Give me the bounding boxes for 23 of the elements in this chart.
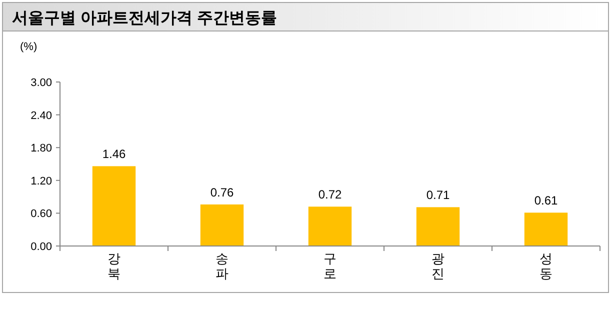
data-label: 1.46 — [102, 147, 126, 162]
x-tick-label: 광진 — [432, 251, 444, 281]
y-tick-label: 3.00 — [30, 77, 52, 89]
y-tick-label: 1.80 — [30, 142, 52, 155]
x-tick-label: 성동 — [540, 251, 552, 281]
y-tick-label: 2.40 — [30, 110, 52, 122]
y-axis-title: (%) — [20, 41, 38, 53]
data-label: 0.72 — [318, 188, 342, 202]
data-label: 0.76 — [210, 185, 234, 200]
x-tick-label: 구로 — [324, 251, 336, 281]
y-tick-label: 1.20 — [30, 175, 52, 188]
x-tick-label: 강북 — [108, 251, 120, 281]
bar — [308, 206, 352, 246]
bar — [92, 166, 136, 246]
data-label: 0.61 — [534, 194, 558, 208]
y-tick-label: 0.00 — [30, 241, 52, 253]
data-label: 0.71 — [426, 188, 450, 202]
bar — [416, 207, 460, 246]
y-tick-label: 0.60 — [30, 208, 52, 220]
bar — [524, 212, 568, 246]
bar — [200, 204, 244, 246]
chart-title: 서울구별 아파트전세가격 주간변동률 — [12, 10, 277, 27]
x-tick-label: 송파 — [216, 251, 228, 281]
